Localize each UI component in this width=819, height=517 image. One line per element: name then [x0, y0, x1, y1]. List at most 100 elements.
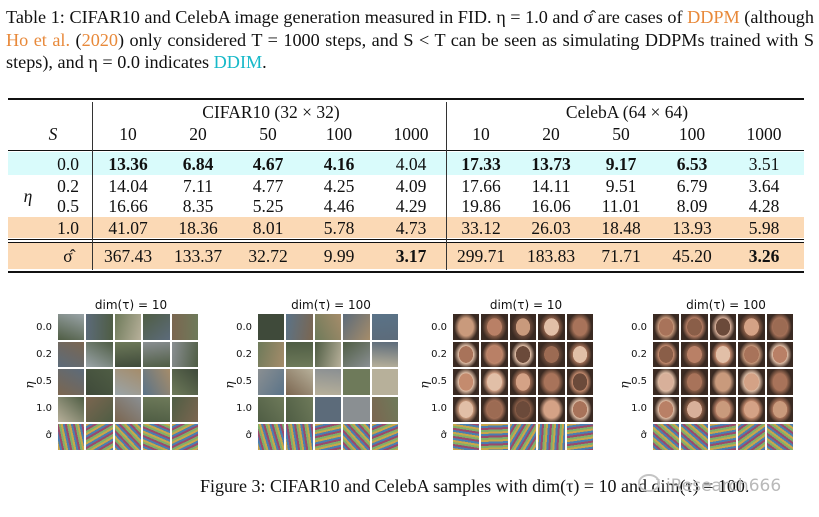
celeba-fid-cell: 183.83	[526, 246, 576, 266]
celeba-fid-cell: 33.12	[461, 218, 501, 238]
figure-row-label: 1.0	[631, 403, 647, 414]
celeba-sample-image	[453, 424, 480, 450]
ddpm-link[interactable]: DDPM	[687, 7, 740, 27]
figure-row-label: 0.2	[236, 349, 252, 360]
eta-value: 0.2	[57, 176, 79, 196]
cifar-sample-image	[258, 424, 285, 450]
cifar-fid-cell: 4.46	[323, 196, 355, 216]
celeba-sample-image	[681, 369, 708, 395]
celeba-sample-image	[681, 396, 708, 423]
celeba-sample-image	[738, 341, 765, 368]
figure3-caption: Figure 3: CIFAR10 and CelebA samples wit…	[200, 476, 750, 496]
caption-text: .	[262, 52, 267, 72]
celeba-sample-image	[538, 314, 565, 340]
celeba-fid-cell: 13.73	[531, 154, 571, 174]
figure-row-label: σ̂	[245, 430, 252, 441]
celeba-fid-cell: 14.11	[531, 176, 571, 196]
celeba-sample-image	[653, 396, 680, 423]
cifar-sample-image	[258, 369, 285, 395]
year-citation-link[interactable]: 2020	[81, 29, 118, 50]
celeba-fid-cell: 17.66	[461, 176, 501, 196]
cifar-sample-image	[314, 424, 342, 450]
celeba-sample-image	[538, 341, 565, 368]
cifar-fid-cell: 13.36	[108, 154, 148, 174]
table-mid-rule	[8, 239, 804, 240]
cifar-sample-image	[58, 314, 85, 340]
celeba-fid-cell: 13.93	[672, 218, 712, 238]
cifar-sample-image	[286, 396, 313, 423]
celeba-sample-image	[453, 396, 480, 423]
figure-row-label: 0.0	[431, 322, 447, 333]
watermark-text: iResearch666	[666, 476, 782, 496]
cifar-steps-header: 1000	[393, 124, 429, 144]
figure-title: dim(τ) = 10	[94, 298, 168, 312]
celeba-fid-cell: 4.28	[748, 196, 780, 216]
cifar-fid-cell: 4.25	[323, 176, 355, 196]
cifar-sample-image	[314, 396, 342, 423]
cifar-fid-cell: 41.07	[108, 218, 148, 238]
figure-row-label: 0.0	[36, 322, 52, 333]
column-divider	[92, 102, 93, 270]
celeba-sample-image	[709, 424, 737, 450]
cifar-fid-cell: 18.36	[178, 218, 218, 238]
cifar-sample-image	[114, 396, 142, 423]
cifar-sample-image	[286, 369, 313, 395]
celeba-fid-cell: 16.06	[531, 196, 571, 216]
cifar-steps-header: 50	[259, 124, 277, 144]
celeba-sample-image	[653, 369, 680, 395]
caption-text: (	[70, 29, 82, 50]
cifar-sample-image	[371, 369, 398, 395]
celeba-fid-cell: 11.01	[601, 196, 641, 216]
figure-row-label: 0.5	[236, 376, 252, 387]
celeba-sample-image	[738, 396, 765, 423]
celeba-sample-image	[538, 424, 565, 450]
celeba-sample-image	[538, 396, 565, 423]
ho-citation-link[interactable]: Ho et al.	[6, 29, 71, 50]
ddim-link[interactable]: DDIM	[213, 52, 263, 72]
celeba-fid-cell: 6.53	[676, 154, 708, 174]
cifar-fid-cell: 14.04	[108, 176, 148, 196]
figure-row-label: 0.5	[431, 376, 447, 387]
figure-row-label: 0.2	[631, 349, 647, 360]
figure-row-label: 0.2	[431, 349, 447, 360]
cifar-sample-image	[343, 396, 370, 423]
figure-row-label: σ̂	[640, 430, 647, 441]
table-mid-rule	[8, 242, 804, 243]
figure-row-label: 1.0	[431, 403, 447, 414]
cifar-sample-image	[343, 369, 370, 395]
cifar-fid-cell: 7.11	[183, 176, 213, 196]
table-caption: Table 1: CIFAR10 and CelebA image genera…	[6, 6, 814, 74]
cifar-fid-cell: 6.84	[182, 154, 214, 174]
eta-value: 0.0	[57, 154, 79, 174]
celeba-steps-header: 20	[542, 124, 560, 144]
celeba-fid-cell: 5.98	[748, 218, 780, 238]
cifar-sample-image	[86, 369, 113, 395]
cifar-sample-image	[143, 314, 170, 340]
cifar-fid-cell: 16.66	[108, 196, 148, 216]
cifar-sample-image	[86, 396, 113, 423]
celeba-fid-cell: 71.71	[601, 246, 641, 266]
cifar-fid-cell: 133.37	[173, 246, 223, 266]
cifar-sample-image	[371, 424, 398, 450]
celeba-sample-image	[509, 341, 537, 368]
cifar-sample-image	[114, 314, 142, 340]
celeba-sample-image	[509, 369, 537, 395]
cifar-sample-image	[58, 424, 85, 450]
cifar-fid-cell: 4.73	[395, 218, 427, 238]
cifar-sample-image	[143, 341, 170, 368]
cifar-fid-cell: 32.72	[248, 246, 288, 266]
figure-row-label: 1.0	[36, 403, 52, 414]
cifar-sample-image	[314, 314, 342, 340]
cifar-sample-image	[143, 369, 170, 395]
celeba-fid-cell: 26.03	[531, 218, 571, 238]
caption-text: ) only considered T = 1000 steps, and S …	[6, 29, 814, 73]
celeba-fid-cell: 17.33	[461, 154, 501, 174]
wechat-icon	[638, 474, 660, 492]
cifar-sample-image	[258, 341, 285, 368]
celeba-sample-image	[481, 341, 508, 368]
celeba-sample-image	[709, 314, 737, 340]
celeba-sample-image	[653, 341, 680, 368]
column-divider	[446, 102, 447, 270]
figure-title: dim(τ) = 100	[291, 298, 371, 312]
table-top-rule	[8, 98, 804, 100]
